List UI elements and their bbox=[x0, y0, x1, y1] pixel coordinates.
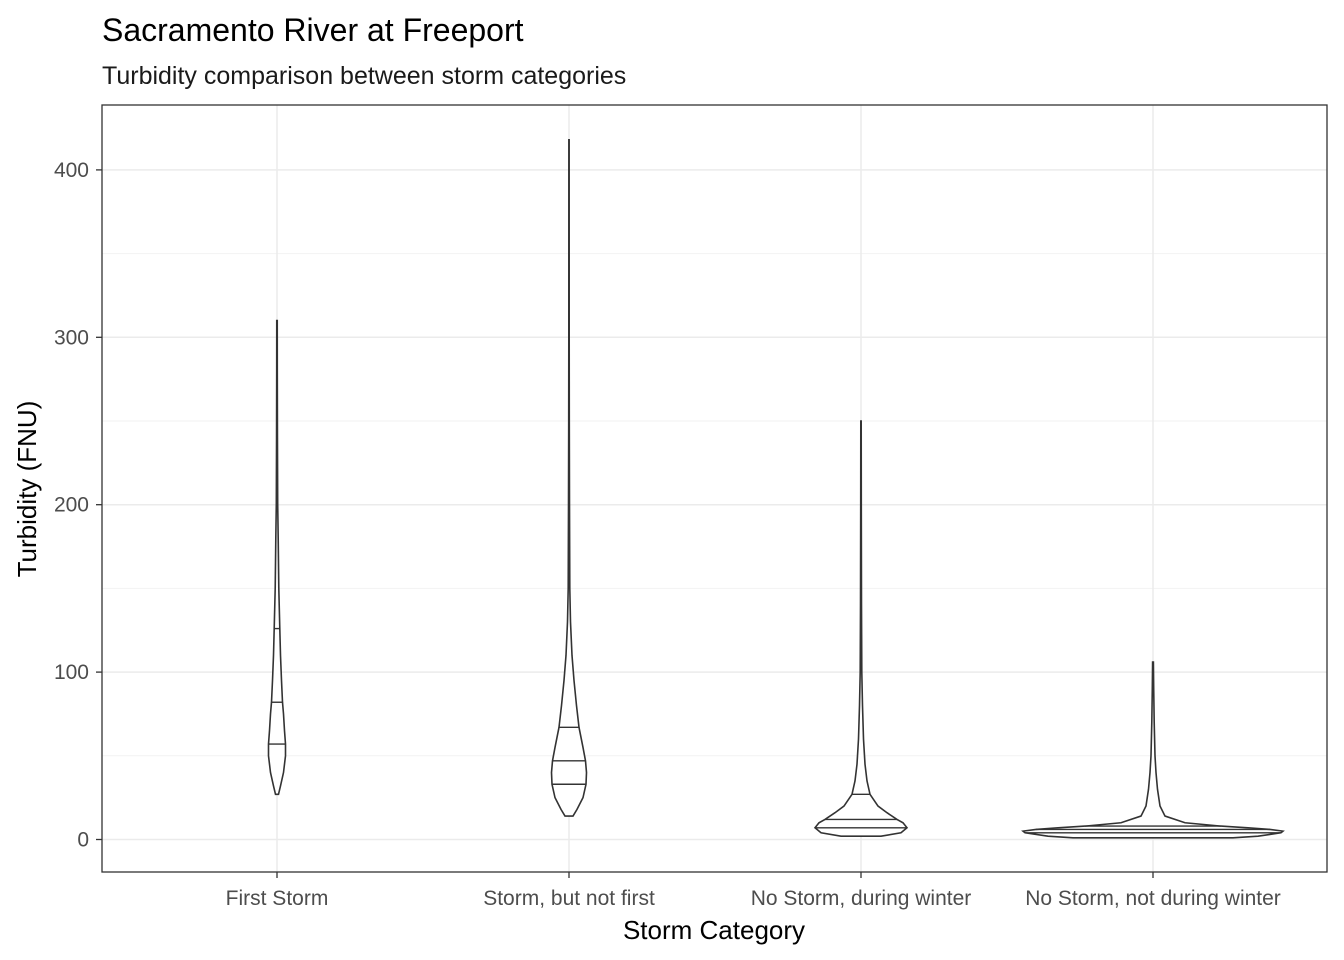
x-axis-title: Storm Category bbox=[623, 915, 805, 945]
y-tick-label: 0 bbox=[77, 829, 89, 852]
chart-title: Sacramento River at Freeport bbox=[102, 12, 524, 48]
chart-subtitle: Turbidity comparison between storm categ… bbox=[102, 62, 626, 90]
y-tick-label: 200 bbox=[54, 494, 89, 517]
violin-2 bbox=[550, 138, 588, 817]
y-axis-title: Turbidity (FNU) bbox=[12, 401, 42, 578]
x-tick-label: No Storm, not during winter bbox=[1025, 887, 1281, 910]
x-axis: First Storm Storm, but not first No Storm,… bbox=[226, 872, 1281, 910]
y-axis: 0 100 200 300 400 bbox=[54, 159, 102, 852]
violins bbox=[267, 138, 1285, 839]
x-tick-label: No Storm, during winter bbox=[751, 887, 972, 910]
violin-1 bbox=[267, 319, 287, 796]
x-tick-label: Storm, but not first bbox=[483, 887, 655, 910]
violin-3 bbox=[813, 420, 909, 837]
y-tick-label: 300 bbox=[54, 326, 89, 349]
panel-border bbox=[101, 104, 1328, 873]
y-tick-label: 400 bbox=[54, 159, 89, 182]
y-tick-label: 100 bbox=[54, 661, 89, 684]
violin-4 bbox=[1021, 661, 1285, 839]
x-tick-label: First Storm bbox=[226, 887, 329, 910]
